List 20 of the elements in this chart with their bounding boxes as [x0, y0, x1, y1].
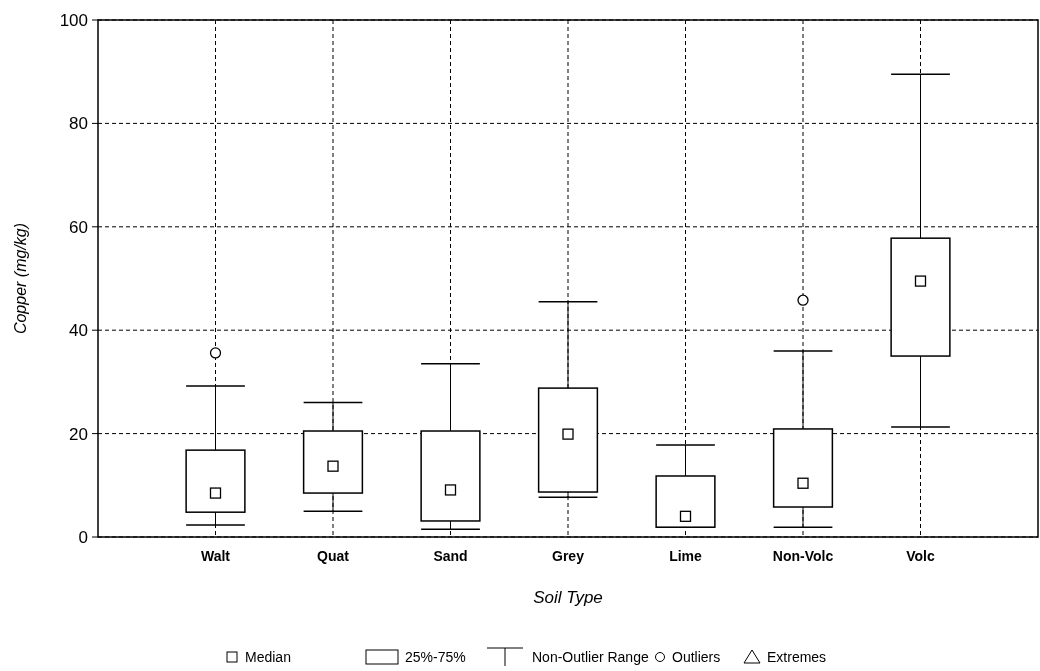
y-tick-label: 0: [78, 527, 88, 547]
text: Outliers: [672, 648, 721, 665]
text: Median: [245, 648, 291, 665]
x-tick-label: Quat: [317, 548, 350, 564]
y-tick-label: 20: [69, 424, 88, 444]
x-tick-label: Lime: [669, 548, 703, 564]
x-tick-label: Sand: [433, 548, 468, 564]
text: Non-Outlier Range: [532, 648, 649, 665]
text: Extremes: [767, 648, 827, 665]
y-tick-label: 100: [59, 10, 88, 30]
x-tick-label: Non-Volc: [772, 548, 834, 564]
text: 25%-75%: [405, 648, 466, 665]
y-axis-title: Copper (mg/kg): [12, 222, 29, 335]
y-tick-label: 60: [69, 217, 88, 237]
y-tick-label: 80: [69, 114, 88, 134]
x-tick-label: Walt: [200, 548, 231, 564]
x-tick-label: Grey: [552, 548, 585, 564]
y-tick-label: 40: [69, 321, 88, 341]
x-axis-title: Soil Type: [533, 588, 603, 607]
x-tick-label: Volc: [906, 548, 935, 564]
